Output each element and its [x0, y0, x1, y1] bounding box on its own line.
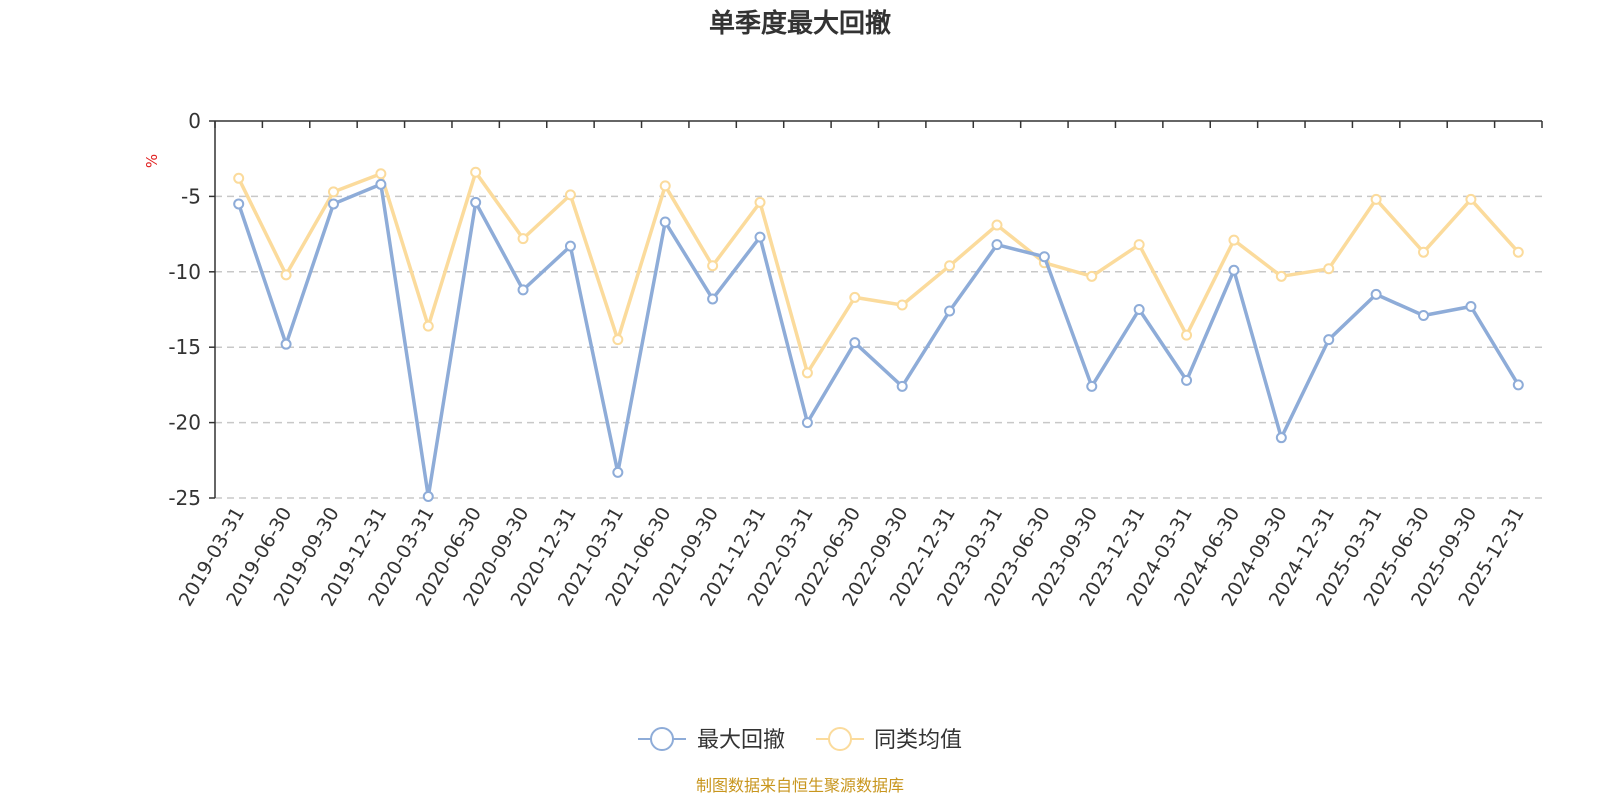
data-point[interactable]: [1086, 380, 1098, 392]
legend[interactable]: 最大回撤 同类均值: [638, 727, 962, 753]
data-point[interactable]: [754, 231, 766, 243]
data-point[interactable]: [233, 198, 245, 210]
axes: [209, 120, 1543, 499]
series-line: [237, 170, 1520, 375]
data-point[interactable]: [659, 180, 671, 192]
data-point[interactable]: [375, 168, 387, 180]
series-line: [237, 182, 1520, 499]
data-point[interactable]: [612, 334, 624, 346]
data-point[interactable]: [896, 380, 908, 392]
x-axis-ticks: 2019-03-312019-06-302019-09-302019-12-31…: [175, 503, 1529, 610]
data-point[interactable]: [1323, 263, 1335, 275]
data-point[interactable]: [1370, 193, 1382, 205]
data-point[interactable]: [470, 196, 482, 208]
data-point[interactable]: [233, 172, 245, 184]
data-point[interactable]: [659, 216, 671, 228]
data-point[interactable]: [991, 239, 1003, 251]
source-note: 制图数据来自恒生聚源数据库: [696, 776, 904, 795]
y-tick-label: -15: [168, 335, 201, 359]
data-point[interactable]: [754, 196, 766, 208]
data-point[interactable]: [1418, 246, 1430, 258]
chart-title: 单季度最大回撤: [709, 8, 891, 39]
data-point[interactable]: [280, 269, 292, 281]
data-point[interactable]: [327, 186, 339, 198]
data-point[interactable]: [280, 338, 292, 350]
grid-lines: [215, 195, 1542, 499]
data-point[interactable]: [1086, 270, 1098, 282]
data-point[interactable]: [1133, 304, 1145, 315]
y-axis-unit: %: [143, 154, 161, 168]
data-point[interactable]: [1275, 432, 1287, 444]
data-point[interactable]: [1228, 234, 1240, 246]
data-point[interactable]: [422, 490, 434, 502]
data-point[interactable]: [517, 233, 529, 245]
series-lines: [233, 166, 1524, 502]
legend-swatch-marker: [828, 727, 852, 751]
y-tick-label: -10: [168, 260, 201, 284]
data-point[interactable]: [707, 260, 719, 272]
data-point[interactable]: [612, 466, 624, 478]
data-point[interactable]: [1370, 288, 1382, 300]
y-tick-label: -20: [168, 411, 201, 435]
data-point[interactable]: [327, 198, 339, 210]
data-point[interactable]: [422, 320, 434, 332]
data-point[interactable]: [564, 189, 576, 201]
data-point[interactable]: [849, 291, 861, 303]
data-point[interactable]: [944, 260, 956, 272]
legend-swatch-marker: [650, 727, 674, 751]
data-point[interactable]: [1181, 329, 1193, 341]
data-point[interactable]: [707, 293, 719, 305]
data-point[interactable]: [991, 219, 1003, 231]
y-axis-ticks: 0 -5 -10 -15 -20 -25: [168, 109, 201, 510]
data-point[interactable]: [470, 166, 482, 178]
data-point[interactable]: [1038, 251, 1050, 263]
data-point[interactable]: [1512, 246, 1524, 258]
data-point[interactable]: [375, 178, 387, 190]
data-point[interactable]: [564, 240, 576, 252]
legend-label: 同类均值: [874, 728, 962, 753]
y-tick-label: 0: [188, 109, 201, 133]
series-peer-average: [233, 166, 1524, 379]
data-point[interactable]: [1465, 300, 1477, 312]
data-point[interactable]: [1275, 270, 1287, 282]
y-tick-label: -25: [168, 486, 201, 510]
data-point[interactable]: [1181, 374, 1193, 386]
data-point[interactable]: [1418, 310, 1430, 322]
data-point[interactable]: [896, 299, 908, 311]
data-point[interactable]: [517, 284, 529, 296]
data-point[interactable]: [1228, 264, 1240, 276]
legend-item-max-drawdown[interactable]: 最大回撤: [638, 727, 785, 753]
data-point[interactable]: [801, 417, 813, 429]
data-point[interactable]: [1512, 379, 1524, 391]
legend-label: 最大回撤: [697, 728, 785, 753]
data-point[interactable]: [1323, 334, 1335, 346]
data-point[interactable]: [944, 305, 956, 317]
data-point[interactable]: [1465, 193, 1477, 205]
legend-item-peer-average[interactable]: 同类均值: [816, 727, 962, 753]
series-max-drawdown: [233, 178, 1524, 502]
data-point[interactable]: [801, 367, 813, 379]
data-point[interactable]: [849, 337, 861, 349]
y-tick-label: -5: [181, 184, 201, 208]
data-point[interactable]: [1133, 239, 1145, 251]
